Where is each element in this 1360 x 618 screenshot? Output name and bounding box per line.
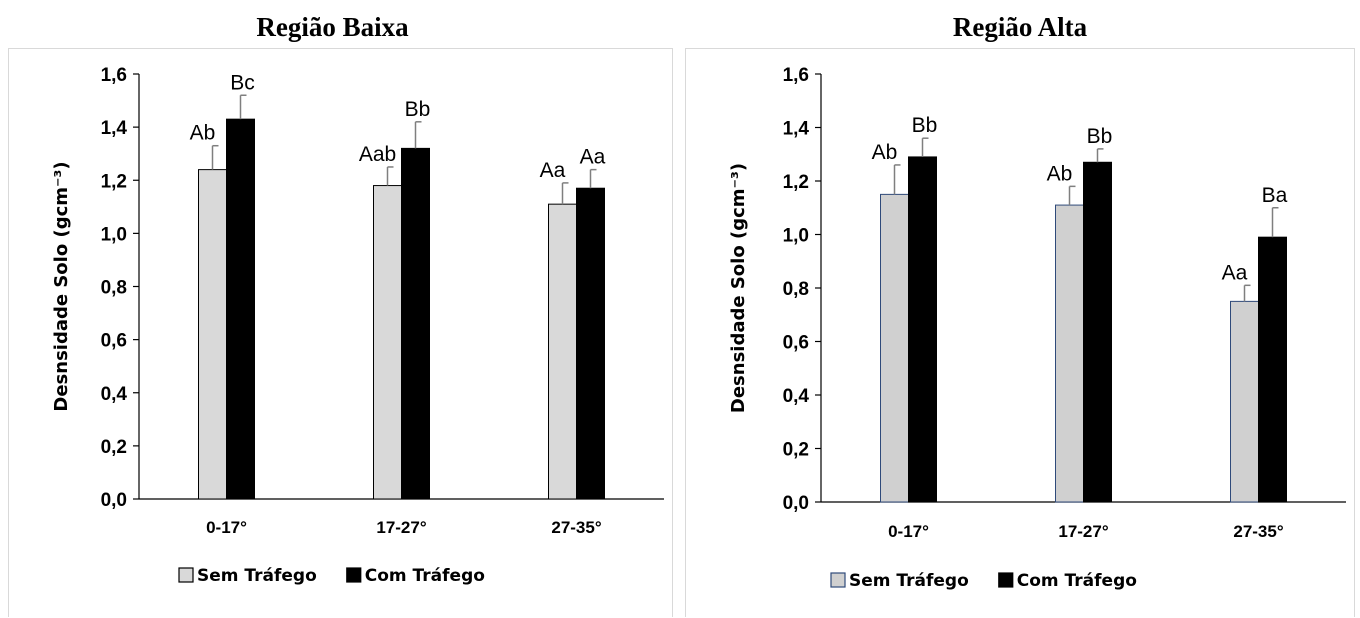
y-tick-label: 0,8 [101,278,127,299]
data-label: Bc [230,71,255,94]
data-label: Aa [580,146,606,169]
x-tick-label: 0-17° [206,518,247,537]
chart-title-right: Região Alta [952,12,1088,42]
bar [880,193,909,503]
x-tick-label: 0-17° [888,522,929,541]
legend-swatch [998,572,1014,588]
chart-right: 0,0 0,2 0,4 0,6 0,8 1,0 1,2 1,4 1,6 Desnsidade So… [685,48,1355,617]
y-tick-label: 0,0 [783,493,809,514]
y-tick-label: 1,4 [783,119,810,140]
y-tick-label: 1,0 [101,224,127,245]
x-tick-label: 17-27° [1058,522,1108,541]
y-tick-label: 1,4 [101,118,128,139]
x-tick-label: 27-35° [1233,522,1283,541]
y-tick-label: 1,2 [101,171,127,192]
y-tick-label: 1,6 [101,65,127,86]
bar [198,169,227,500]
legend-swatch [346,567,362,583]
legend-swatch [178,567,194,583]
data-label: Ba [1262,184,1288,207]
bar [908,156,937,503]
y-tick-label: 0,2 [101,437,127,458]
data-label: Ab [872,141,898,164]
y-tick-label: 0,6 [101,331,127,352]
data-label: Aab [359,143,396,166]
chart-left-svg: 0,0 0,2 0,4 0,6 0,8 1,0 1,2 1,4 1,6 Desnsidade So… [51,65,664,586]
x-tick-label: 27-35° [551,518,601,537]
bar [1083,161,1112,503]
y-tick-label: 1,2 [783,172,809,193]
chart-right-svg: 0,0 0,2 0,4 0,6 0,8 1,0 1,2 1,4 1,6 Desnsidade So… [728,65,1346,591]
legend-label: Com Tráfego [1017,571,1137,591]
bar [548,203,577,500]
bar [373,185,402,500]
y-tick-label: 0,6 [783,333,809,354]
legend-label: Sem Tráfego [197,566,317,586]
y-tick-label: 0,8 [783,279,809,300]
data-label: Ab [1047,162,1073,185]
x-tick-label: 17-27° [376,518,426,537]
bar [1230,300,1259,503]
bar [226,118,255,500]
y-tick-label: 1,6 [783,65,809,86]
data-label: Bb [405,98,431,121]
data-label: Bb [1087,125,1113,148]
legend-label: Sem Tráfego [849,571,969,591]
legend-label: Com Tráfego [365,566,485,586]
y-tick-label: 0,4 [783,386,810,407]
chart-title-left: Região Baixa [256,12,409,42]
bar [401,147,430,500]
y-axis-label: Desnsidade Solo (gcm⁻³) [728,163,749,413]
bar [1258,236,1287,503]
data-label: Aa [540,159,566,182]
bar [576,187,605,500]
legend-swatch [830,572,846,588]
data-label: Aa [1222,261,1248,284]
bar [1055,204,1084,503]
chart-left: 0,0 0,2 0,4 0,6 0,8 1,0 1,2 1,4 1,6 Desnsidade So… [8,48,673,617]
y-tick-label: 0,2 [783,440,809,461]
y-tick-label: 1,0 [783,226,809,247]
y-tick-label: 0,0 [101,490,127,511]
data-label: Bb [912,114,938,137]
y-tick-label: 0,4 [101,384,128,405]
y-axis-label: Desnsidade Solo (gcm⁻³) [51,161,72,411]
data-label: Ab [190,122,216,145]
